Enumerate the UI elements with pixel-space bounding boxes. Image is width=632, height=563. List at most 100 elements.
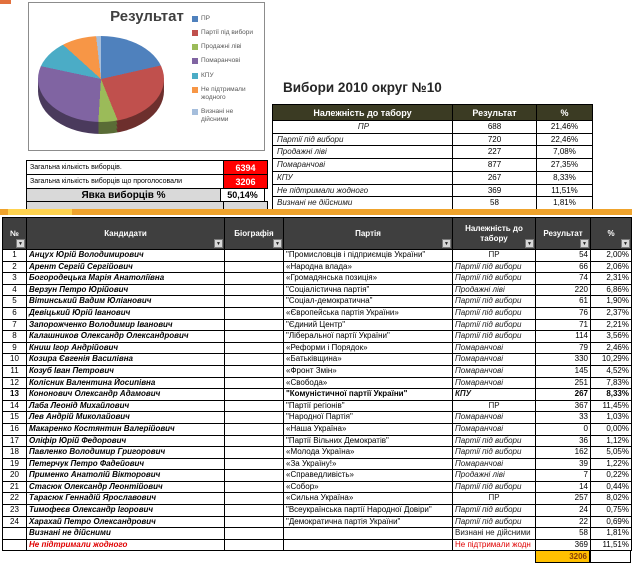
cell-camp: КПУ xyxy=(452,388,536,401)
column-header-col: Партія ▼ xyxy=(283,217,453,250)
legend-label: ПР xyxy=(201,15,211,22)
cell-biography xyxy=(224,330,284,343)
info-row-total-voters: Загальна кількість виборців. 6394 xyxy=(27,161,268,175)
filter-dropdown-button[interactable]: ▼ xyxy=(273,239,282,248)
cell-camp: Помаранчові xyxy=(452,353,536,366)
turnout-value: 50,14% xyxy=(221,189,265,201)
cell-num: 14 xyxy=(2,399,27,413)
cell-num: 19 xyxy=(2,457,27,471)
table-row: 13 Кононович Олександр Адамович "Комуністи… xyxy=(2,388,632,401)
cell-biography xyxy=(224,399,284,413)
cell-candidate: Анцух Юрій Володимирович xyxy=(26,249,225,262)
cell-party: «Собор» xyxy=(283,480,453,494)
table-row: 1 Анцух Юрій Володимирович "Промисловців і… xyxy=(2,249,632,262)
summary-camp-cell: Продажні ліві xyxy=(272,145,453,160)
cell-candidate: Павленко Володимир Григорович xyxy=(26,446,225,459)
cell-num xyxy=(2,527,27,540)
cell-result: 66 xyxy=(535,260,591,274)
cell-result: 257 xyxy=(535,492,591,506)
cell-percent: 7,83% xyxy=(590,376,632,390)
cell-biography xyxy=(224,504,284,517)
cell-camp: Помаранчові xyxy=(452,457,536,471)
table-row: 10 Козира Євгенія Василівна «Батьківщина» П… xyxy=(2,353,632,366)
cell-percent: 0,22% xyxy=(590,469,632,482)
column-header-num: № ▼ xyxy=(2,217,27,250)
table-row: 14 Лаба Леонід Михайлович "Партії регіонів… xyxy=(2,399,632,413)
summary-percent-cell: 22,46% xyxy=(536,132,593,147)
cell-result: 114 xyxy=(535,330,591,343)
cell-result: 267 xyxy=(535,388,591,401)
cell-party: «Реформи і Порядок» xyxy=(283,341,453,355)
filter-dropdown-button[interactable]: ▼ xyxy=(16,239,25,248)
table-row: 12 Колісник Валентина Йосипівна «Свобода» П… xyxy=(2,376,632,390)
cell-percent: 3,56% xyxy=(590,330,632,343)
cell-result: 61 xyxy=(535,295,591,308)
table-row: 21 Стасюк Олександр Леонтійович «Собор» Пар… xyxy=(2,480,632,494)
summary-result-cell: 877 xyxy=(452,158,537,172)
cell-candidate: Козира Євгенія Василівна xyxy=(26,353,225,366)
cell-camp: Партії під вибори xyxy=(452,515,536,529)
cell-result: 0 xyxy=(535,422,591,436)
summary-camp-cell: ПР xyxy=(272,120,453,134)
cell-biography xyxy=(224,434,284,448)
cell-result: 145 xyxy=(535,364,591,378)
cell-party: «Сильна Україна» xyxy=(283,492,453,506)
voted-value: 3206 xyxy=(224,175,268,188)
info-label xyxy=(27,202,224,209)
cell-party: "Всеукраїнська партії Народної Довіри" xyxy=(283,504,453,517)
cell-party: «Фронт Змін» xyxy=(283,364,453,378)
cell-party: «Народна влада» xyxy=(283,260,453,274)
cell-result: 24 xyxy=(535,504,591,517)
legend-item: КПУ xyxy=(192,72,262,80)
cell-percent: 2,06% xyxy=(590,260,632,274)
cell-camp: Не підтримали жодн xyxy=(452,538,536,552)
total-voters-value: 6394 xyxy=(224,161,268,174)
cell-candidate: Вітинський Вадим Юліанович xyxy=(26,295,225,308)
cell-biography xyxy=(224,306,284,320)
summary-camp-cell: Визнані не дійсними xyxy=(272,196,453,210)
filter-dropdown-button[interactable]: ▼ xyxy=(621,239,630,248)
cell-camp: Партії під вибори xyxy=(452,330,536,343)
column-header-col: Біографія ▼ xyxy=(224,217,284,250)
summary-percent-cell: 8,33% xyxy=(536,170,593,185)
cell-candidate: Тимофеєв Олександр Ігорович xyxy=(26,504,225,517)
summary-percent-cell: 21,46% xyxy=(536,120,593,134)
pie-chart-box: Результат ПР Партії під вибори Продажні лі… xyxy=(28,2,265,151)
cell-biography xyxy=(224,538,284,552)
cell-biography xyxy=(224,457,284,471)
cell-candidate: Тарасюк Геннадій Ярославович xyxy=(26,492,225,506)
cell-num: 24 xyxy=(2,515,27,529)
cell-num: 23 xyxy=(2,504,27,517)
cell-party: «Молода Україна» xyxy=(283,446,453,459)
table-row: Не підтримали жодного Не підтримали жодн 3… xyxy=(2,538,632,552)
cell-party: "Комуністичної партії України" xyxy=(283,388,453,401)
candidates-table: № ▼ Кандидати ▼ Біографія ▼ Партія ▼ Належність … xyxy=(2,217,632,552)
cell-candidate: Харахай Петро Олександрович xyxy=(26,515,225,529)
filter-dropdown-button[interactable]: ▼ xyxy=(442,239,451,248)
summary-row: Партії під вибори 720 22,46% xyxy=(272,132,593,147)
column-header-label: % xyxy=(607,228,615,238)
summary-header-row: Належність до табору Результат% xyxy=(272,104,593,121)
table-row: 11 Козуб Іван Петрович «Фронт Змін» Помаран… xyxy=(2,364,632,378)
cell-percent: 4,52% xyxy=(590,364,632,378)
cell-biography xyxy=(224,364,284,378)
cell-party: «Справедливість» xyxy=(283,469,453,482)
cell-camp: ПР xyxy=(452,492,536,506)
page-title: Вибори 2010 округ №10 xyxy=(283,80,442,95)
cell-camp: Помаранчові xyxy=(452,411,536,424)
filter-dropdown-button[interactable]: ▼ xyxy=(525,239,534,248)
column-header-label: Біографія xyxy=(234,228,274,238)
table-row: 18 Павленко Володимир Григорович «Молода У… xyxy=(2,446,632,459)
table-row: 22 Тарасюк Геннадій Ярославович «Сильна Ук… xyxy=(2,492,632,506)
cell-camp: Партії під вибори xyxy=(452,306,536,320)
filter-dropdown-button[interactable]: ▼ xyxy=(580,239,589,248)
summary-table: Належність до табору Результат% ПР 688 21,4… xyxy=(272,104,593,210)
column-header-col: Результат ▼ xyxy=(535,217,591,250)
summary-result-cell: 688 xyxy=(452,120,537,134)
cell-percent: 8,33% xyxy=(590,388,632,401)
cell-num: 13 xyxy=(2,388,27,401)
cell-camp: Партії під вибори xyxy=(452,260,536,274)
filter-dropdown-button[interactable]: ▼ xyxy=(214,239,223,248)
legend-item: Помаранчові xyxy=(192,57,262,65)
table-row: Визнані не дійсними Визнані не дійсними 58… xyxy=(2,527,632,540)
